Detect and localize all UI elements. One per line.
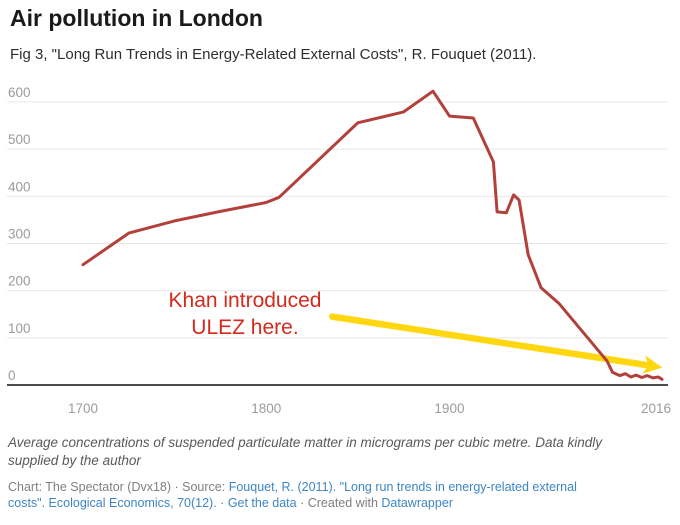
ulez-annotation-line1: Khan introduced bbox=[168, 289, 322, 312]
credit-link[interactable]: Get the data bbox=[227, 496, 297, 510]
pollution-line bbox=[81, 89, 664, 381]
y-tick-label: 500 bbox=[8, 132, 31, 147]
x-tick-label: 1900 bbox=[434, 401, 464, 416]
y-tick-label: 400 bbox=[8, 179, 31, 194]
y-tick-label: 600 bbox=[8, 85, 31, 100]
chart-footnote: Average concentrations of suspended part… bbox=[8, 435, 603, 468]
credit-text: · bbox=[216, 496, 228, 510]
credit-link[interactable]: Datawrapper bbox=[381, 496, 453, 510]
credit-text: Chart: The Spectator (Dvx18) · Source: bbox=[8, 480, 229, 494]
y-tick-label: 300 bbox=[8, 227, 31, 242]
y-tick-label: 100 bbox=[8, 321, 31, 336]
y-tick-label: 200 bbox=[8, 274, 31, 289]
x-tick-label: 2016 bbox=[641, 401, 671, 416]
credit-text: · Created with bbox=[296, 496, 382, 510]
x-tick-label: 1800 bbox=[251, 401, 281, 416]
y-tick-label: 0 bbox=[8, 368, 16, 383]
ulez-annotation: Khan introduced ULEZ here. bbox=[140, 287, 350, 341]
page-title: Air pollution in London bbox=[10, 5, 263, 31]
credit-line-2: costs". Ecological Economics, 70(12). · … bbox=[8, 495, 676, 511]
x-tick-label: 1700 bbox=[68, 401, 98, 416]
ulez-annotation-line2: ULEZ here. bbox=[191, 316, 299, 339]
chart-credit: Chart: The Spectator (Dvx18) · Source: F… bbox=[8, 479, 676, 511]
credit-link[interactable]: Fouquet, R. (2011). "Long run trends in … bbox=[228, 480, 577, 494]
ulez-arrow bbox=[328, 313, 663, 374]
credit-line-1: Chart: The Spectator (Dvx18) · Source: F… bbox=[8, 479, 676, 495]
credit-link[interactable]: costs". Ecological Economics, 70(12). bbox=[8, 496, 217, 510]
chart-subtitle: Fig 3, "Long Run Trends in Energy-Relate… bbox=[10, 46, 537, 63]
pollution-line-chart: 0 100 200 300 400 500 600 1700 1800 1900 2016 bbox=[7, 85, 671, 416]
